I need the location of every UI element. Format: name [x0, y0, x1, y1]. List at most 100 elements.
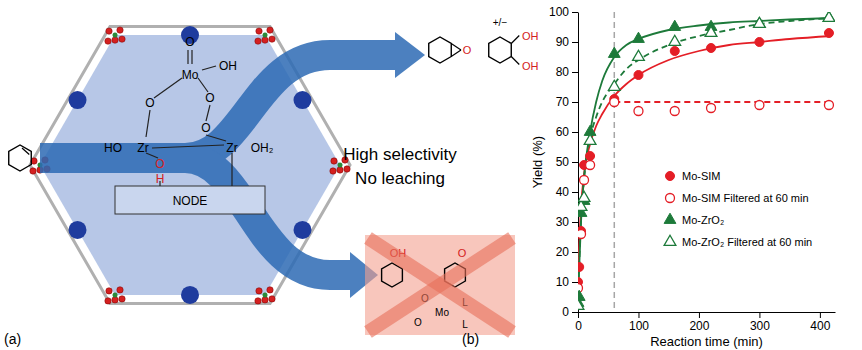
- data-point: [586, 161, 595, 170]
- atom-label: O: [145, 96, 154, 110]
- y-tick: 40: [556, 185, 578, 199]
- atom-label: OH: [522, 30, 539, 42]
- fit-line: [578, 18, 832, 297]
- x-tick-label: 400: [810, 319, 830, 333]
- y-tick-label: 90: [556, 35, 570, 49]
- bond: [206, 135, 226, 141]
- data-point: [823, 12, 835, 21]
- legend-marker: [664, 235, 676, 245]
- y-tick: 100: [549, 5, 578, 19]
- panel-label: (b): [462, 331, 479, 347]
- fit-line: [578, 36, 832, 276]
- data-point: [578, 191, 590, 201]
- node-atom: [337, 167, 343, 173]
- byproducts: OHOOOMoLL: [365, 235, 515, 335]
- atom-label: O: [463, 44, 472, 56]
- node-atom: [263, 292, 268, 297]
- atom-label: O: [414, 317, 422, 328]
- data-point: [755, 101, 764, 110]
- bond: [152, 145, 224, 148]
- y-tick-label: 70: [556, 95, 570, 109]
- y-tick-label: 10: [556, 275, 570, 289]
- x-tick: 100: [629, 312, 649, 333]
- x-tick-mark: [699, 312, 700, 318]
- legend-label: Mo-SIM Filtered at 60 min: [682, 192, 809, 204]
- atom-label: OH₂: [251, 141, 274, 155]
- legend-label: Mo-ZrO₂ Filtered at 60 min: [682, 236, 812, 248]
- cyclohexene: [9, 145, 32, 171]
- node-atom: [262, 37, 268, 43]
- data-point: [670, 107, 679, 116]
- x-tick-label: 300: [750, 319, 770, 333]
- legend-entry: Mo-SIM: [666, 170, 721, 182]
- node-atom: [117, 27, 123, 33]
- atom-label: O: [205, 91, 214, 105]
- arrow-down: [185, 158, 352, 275]
- node-atom: [113, 33, 118, 38]
- data-point: [824, 101, 833, 110]
- legend-label: Mo-SIM: [682, 170, 721, 182]
- y-tick-mark: [572, 282, 578, 283]
- data-point: [707, 44, 716, 53]
- y-tick: 90: [556, 35, 578, 49]
- node-atom: [269, 36, 275, 42]
- data-point: [578, 299, 584, 309]
- y-tick-label: 80: [556, 65, 570, 79]
- node-atom: [256, 28, 262, 34]
- data-point: [584, 134, 596, 144]
- plot-area: [578, 12, 835, 312]
- node-atom: [267, 287, 273, 293]
- node-atom: [112, 297, 118, 303]
- node-atom: [262, 297, 268, 303]
- node-atom: [267, 27, 273, 33]
- legend-marker: [664, 213, 676, 223]
- x-tick-mark: [820, 312, 821, 318]
- panel-label: (a): [4, 331, 21, 347]
- y-tick: 20: [556, 245, 578, 259]
- epoxide: [429, 37, 452, 63]
- y-tick: 60: [556, 125, 578, 139]
- figure-svg: NODEOMoOHOOHOZrZrOH₂OOHHigh selectivityN…: [0, 0, 862, 350]
- y-axis: 0102030405060708090100: [549, 5, 579, 319]
- node-atom: [330, 168, 336, 174]
- bond: [154, 78, 182, 98]
- node-box: [115, 186, 265, 214]
- y-tick: 80: [556, 65, 578, 79]
- stereo-label: +/−: [493, 17, 508, 28]
- node-atom: [269, 296, 275, 302]
- legend-marker: [666, 172, 675, 181]
- bond: [198, 78, 208, 92]
- y-tick-mark: [572, 222, 578, 223]
- caption: High selectivity: [343, 145, 457, 164]
- node-sphere: [181, 286, 199, 304]
- data-point: [755, 38, 764, 47]
- atom-label: H: [156, 172, 165, 186]
- bond: [231, 153, 232, 186]
- node-atom: [256, 288, 262, 294]
- bond: [511, 36, 519, 44]
- x-axis: 0100200300400: [575, 312, 835, 333]
- node-atom: [344, 166, 350, 172]
- data-point: [705, 26, 717, 36]
- data-point: [754, 17, 766, 27]
- y-tick-mark: [572, 42, 578, 43]
- node-atom: [106, 288, 112, 294]
- node-atom: [112, 37, 118, 43]
- node-atom: [30, 168, 36, 174]
- atom-label: Mo: [182, 68, 199, 82]
- arrow-head: [395, 32, 425, 78]
- x-axis-title: Reaction time (min): [650, 334, 763, 349]
- y-tick: 70: [556, 95, 578, 109]
- x-tick-mark: [638, 312, 639, 318]
- bond: [206, 105, 210, 121]
- x-tick-label: 200: [689, 319, 709, 333]
- x-tick: 300: [750, 312, 770, 333]
- cross: [368, 238, 512, 332]
- node-atom: [117, 287, 123, 293]
- atom-label: OH: [219, 59, 237, 73]
- legend-entry: Mo-ZrO₂: [664, 213, 724, 226]
- data-point: [707, 104, 716, 113]
- node-sphere: [294, 91, 312, 109]
- node-sphere: [69, 221, 87, 239]
- data-point: [580, 176, 589, 185]
